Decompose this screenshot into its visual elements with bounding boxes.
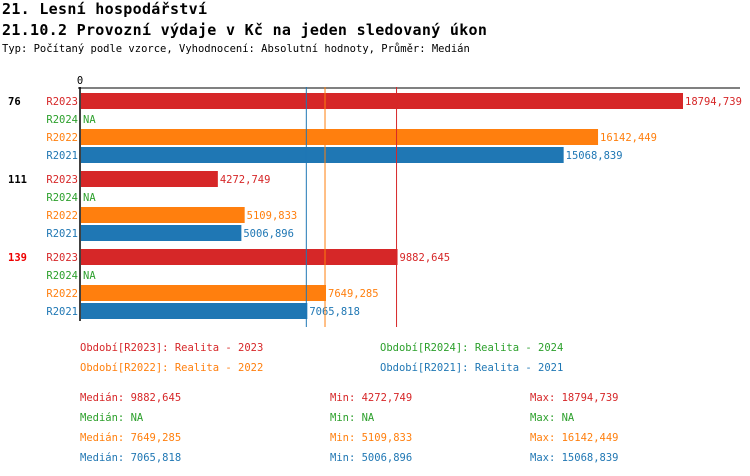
data-label: 15068,839 xyxy=(566,150,623,162)
period-label: R2024 xyxy=(46,192,78,204)
period-label: R2022 xyxy=(46,210,78,222)
data-label: NA xyxy=(83,114,96,126)
period-label: R2021 xyxy=(46,150,78,162)
period-label: R2023 xyxy=(46,252,78,264)
legend-item: Období[R2022]: Realita - 2022 xyxy=(80,362,264,374)
group-label: 76 xyxy=(8,96,21,108)
stat-max: Max: NA xyxy=(530,412,575,424)
stat-min: Min: 5006,896 xyxy=(330,452,413,464)
period-label: R2023 xyxy=(46,174,78,186)
data-label: 4272,749 xyxy=(220,174,271,186)
bar-R2021 xyxy=(81,147,564,163)
chart-title: 21.10.2 Provozní výdaje v Kč na jeden sl… xyxy=(2,21,488,39)
stat-max: Max: 16142,449 xyxy=(530,432,619,444)
stat-min: Min: 5109,833 xyxy=(330,432,413,444)
stat-min: Min: 4272,749 xyxy=(330,392,413,404)
stat-min: Min: NA xyxy=(330,412,375,424)
period-label: R2024 xyxy=(46,114,78,126)
data-label: 7065,818 xyxy=(309,306,360,318)
period-label: R2022 xyxy=(46,288,78,300)
legend-item: Období[R2023]: Realita - 2023 xyxy=(80,342,264,354)
period-label: R2021 xyxy=(46,306,78,318)
period-label: R2023 xyxy=(46,96,78,108)
x-tick-label: 0 xyxy=(77,75,83,87)
bar-R2022 xyxy=(81,285,327,301)
bar-R2023 xyxy=(81,171,218,187)
stat-median: Medián: NA xyxy=(80,412,144,424)
stat-max: Max: 18794,739 xyxy=(530,392,619,404)
group-label: 111 xyxy=(8,174,27,186)
chart-info: Typ: Počítaný podle vzorce, Vyhodnocení:… xyxy=(2,43,470,55)
legend-item: Období[R2024]: Realita - 2024 xyxy=(380,342,564,354)
stat-median: Medián: 7649,285 xyxy=(80,432,182,444)
data-label: NA xyxy=(83,192,96,204)
data-label: 7649,285 xyxy=(328,288,379,300)
bar-R2022 xyxy=(81,129,599,145)
data-label: 18794,739 xyxy=(685,96,742,108)
stat-median: Medián: 9882,645 xyxy=(80,392,182,404)
bar-R2022 xyxy=(81,207,245,223)
bar-R2023 xyxy=(81,93,683,109)
period-label: R2021 xyxy=(46,228,78,240)
stat-max: Max: 15068,839 xyxy=(530,452,619,464)
data-label: 5006,896 xyxy=(243,228,294,240)
stat-median: Medián: 7065,818 xyxy=(80,452,182,464)
legend-item: Období[R2021]: Realita - 2021 xyxy=(380,362,564,374)
group-label: 139 xyxy=(8,252,27,264)
bar-R2023 xyxy=(81,249,398,265)
data-label: 5109,833 xyxy=(247,210,298,222)
bar-R2021 xyxy=(81,225,242,241)
period-label: R2022 xyxy=(46,132,78,144)
data-label: 16142,449 xyxy=(600,132,657,144)
period-label: R2024 xyxy=(46,270,78,282)
data-label: 9882,645 xyxy=(400,252,451,264)
data-label: NA xyxy=(83,270,96,282)
section-title: 21. Lesní hospodářství xyxy=(2,0,208,18)
bar-R2021 xyxy=(81,303,308,319)
